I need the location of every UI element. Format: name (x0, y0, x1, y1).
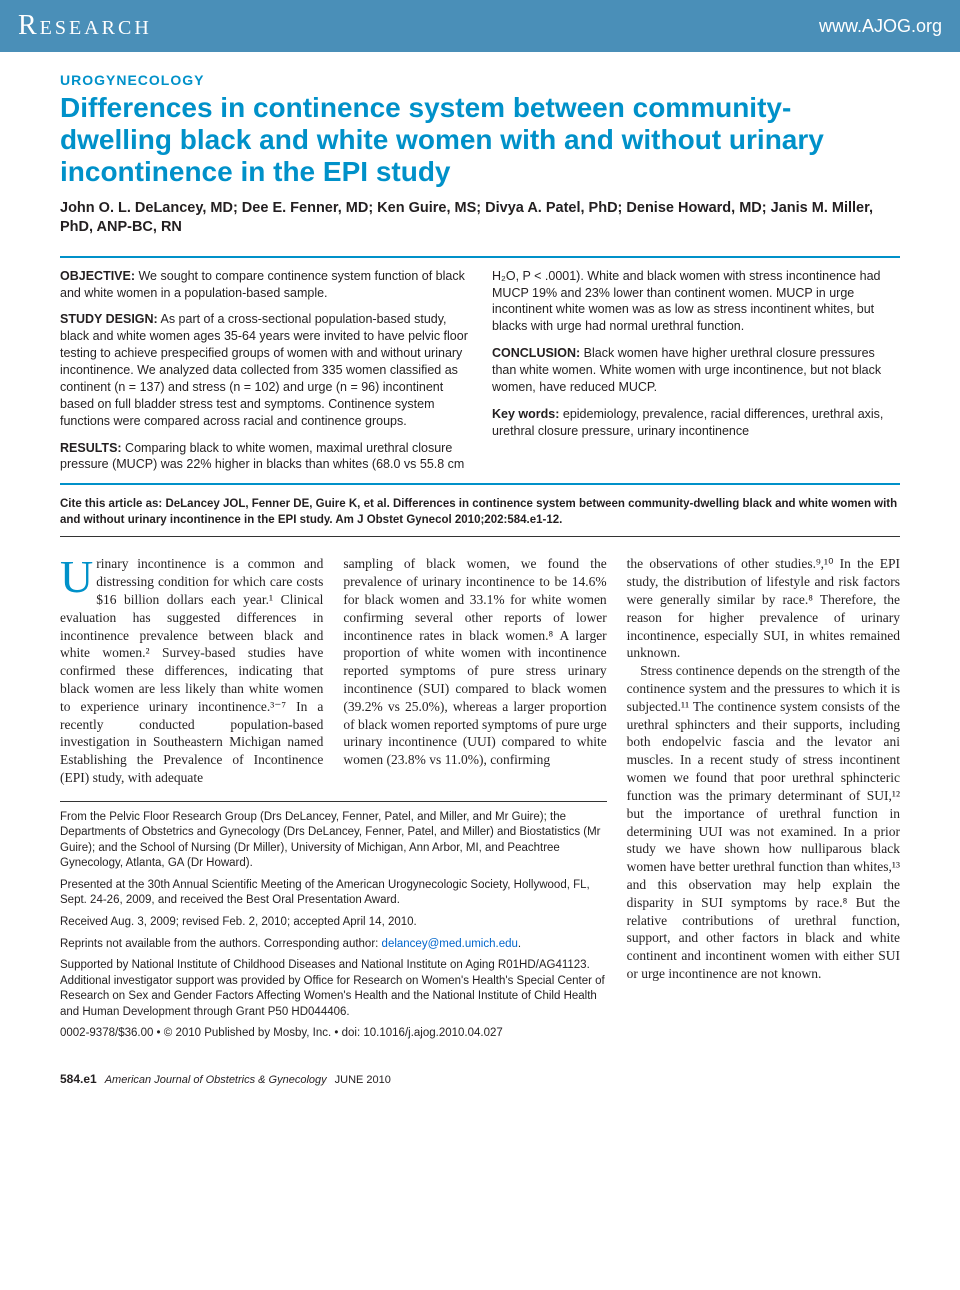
body-col-2: sampling of black women, we found the pr… (343, 555, 606, 787)
abstract-block: OBJECTIVE: We sought to compare continen… (60, 256, 900, 486)
affil-presented: Presented at the 30th Annual Scientific … (60, 878, 607, 909)
body-col-1: Urinary incontinence is a common and dis… (60, 555, 323, 787)
abstract-objective: OBJECTIVE: We sought to compare continen… (60, 268, 468, 302)
abstract-design: STUDY DESIGN: As part of a cross-section… (60, 311, 468, 429)
body-col1-text: rinary incontinence is a common and dist… (60, 556, 323, 785)
keywords-label: Key words: (492, 407, 559, 421)
body-col-3: the observations of other studies.⁹,¹⁰ I… (627, 555, 900, 1047)
body-col3-p1: the observations of other studies.⁹,¹⁰ I… (627, 555, 900, 662)
design-label: STUDY DESIGN: (60, 312, 158, 326)
journal-name: American Journal of Obstetrics & Gynecol… (105, 1074, 327, 1086)
section-label: UROGYNECOLOGY (60, 72, 900, 88)
corresponding-email-link[interactable]: delancey@med.umich.edu (382, 938, 518, 950)
body-columns: Urinary incontinence is a common and dis… (60, 555, 900, 1047)
affil-reprints-text: Reprints not available from the authors.… (60, 938, 382, 950)
citation-line: Cite this article as: DeLancey JOL, Fenn… (60, 493, 900, 537)
issue-date: JUNE 2010 (335, 1074, 391, 1086)
results-label: RESULTS: (60, 441, 122, 455)
body-col3-p2: Stress continence depends on the strengt… (627, 662, 900, 983)
page-footer: 584.e1 American Journal of Obstetrics & … (60, 1072, 900, 1086)
affil-dates: Received Aug. 3, 2009; revised Feb. 2, 2… (60, 915, 607, 931)
affil-doi: 0002-9378/$36.00 • © 2010 Published by M… (60, 1026, 607, 1042)
abstract-keywords: Key words: epidemiology, prevalence, rac… (492, 406, 900, 440)
affil-funding: Supported by National Institute of Child… (60, 958, 607, 1020)
affil-from: From the Pelvic Floor Research Group (Dr… (60, 810, 607, 872)
abstract-conclusion: CONCLUSION: Black women have higher uret… (492, 345, 900, 396)
conclusion-label: CONCLUSION: (492, 346, 580, 360)
page-number: 584.e1 (60, 1072, 97, 1086)
dropcap: U (60, 555, 96, 596)
body-col2-text: sampling of black women, we found the pr… (343, 555, 606, 769)
affiliations-box: From the Pelvic Floor Research Group (Dr… (60, 801, 607, 1048)
article-title: Differences in continence system between… (60, 92, 900, 189)
header-bar: Research www.AJOG.org (0, 0, 960, 52)
affil-reprints: Reprints not available from the authors.… (60, 937, 607, 953)
header-url: www.AJOG.org (819, 16, 942, 37)
objective-label: OBJECTIVE: (60, 269, 135, 283)
authors: John O. L. DeLancey, MD; Dee E. Fenner, … (60, 199, 900, 238)
design-text: As part of a cross-sectional population-… (60, 312, 468, 427)
header-section: Research (18, 10, 152, 42)
